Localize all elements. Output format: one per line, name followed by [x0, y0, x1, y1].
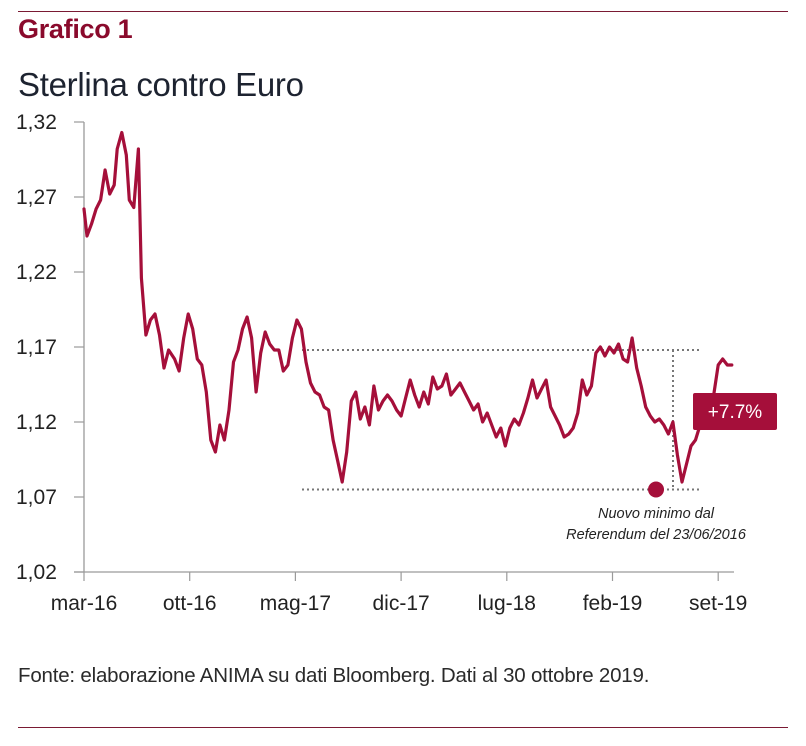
source-note: Fonte: elaborazione ANIMA su dati Bloomb… — [18, 664, 650, 687]
series-line-gbp-eur — [82, 130, 734, 484]
x-tick-label: mag-17 — [260, 592, 331, 615]
y-axis: 1,32 1,27 1,22 1,17 1,12 1,07 1,02 — [16, 111, 85, 584]
new-low-marker — [648, 481, 664, 498]
chart-title: Sterlina contro Euro — [18, 66, 304, 103]
x-tick-label: set-19 — [689, 592, 747, 615]
y-tick-label: 1,27 — [16, 186, 57, 209]
x-tick-label: lug-18 — [478, 592, 536, 615]
change-badge: +7.7% — [693, 393, 777, 430]
top-divider — [18, 11, 788, 12]
annotation-line-2: Referendum del 23/06/2016 — [566, 527, 747, 543]
y-tick-label: 1,32 — [16, 111, 57, 134]
x-axis: mar-16 ott-16 mag-17 dic-17 lug-18 feb-19 set-… — [51, 571, 747, 615]
x-tick-label: mar-16 — [51, 592, 118, 615]
y-tick-label: 1,02 — [16, 561, 57, 584]
change-badge-box — [693, 393, 777, 430]
x-tick-label: dic-17 — [372, 592, 429, 615]
y-tick-label: 1,12 — [16, 411, 57, 434]
change-badge-text: +7.7% — [708, 402, 763, 423]
annotation-line-1: Nuovo minimo dal — [598, 506, 715, 522]
y-tick-label: 1,22 — [16, 261, 57, 284]
chart-number-label: Grafico 1 — [18, 14, 133, 44]
line-chart: 1,32 1,27 1,22 1,17 1,12 1,07 1,02 mar-16 ott-1… — [16, 111, 777, 615]
bottom-divider — [18, 727, 788, 728]
x-tick-label: feb-19 — [583, 592, 643, 615]
y-tick-label: 1,17 — [16, 336, 57, 359]
y-tick-label: 1,07 — [16, 486, 57, 509]
x-tick-label: ott-16 — [163, 592, 217, 615]
